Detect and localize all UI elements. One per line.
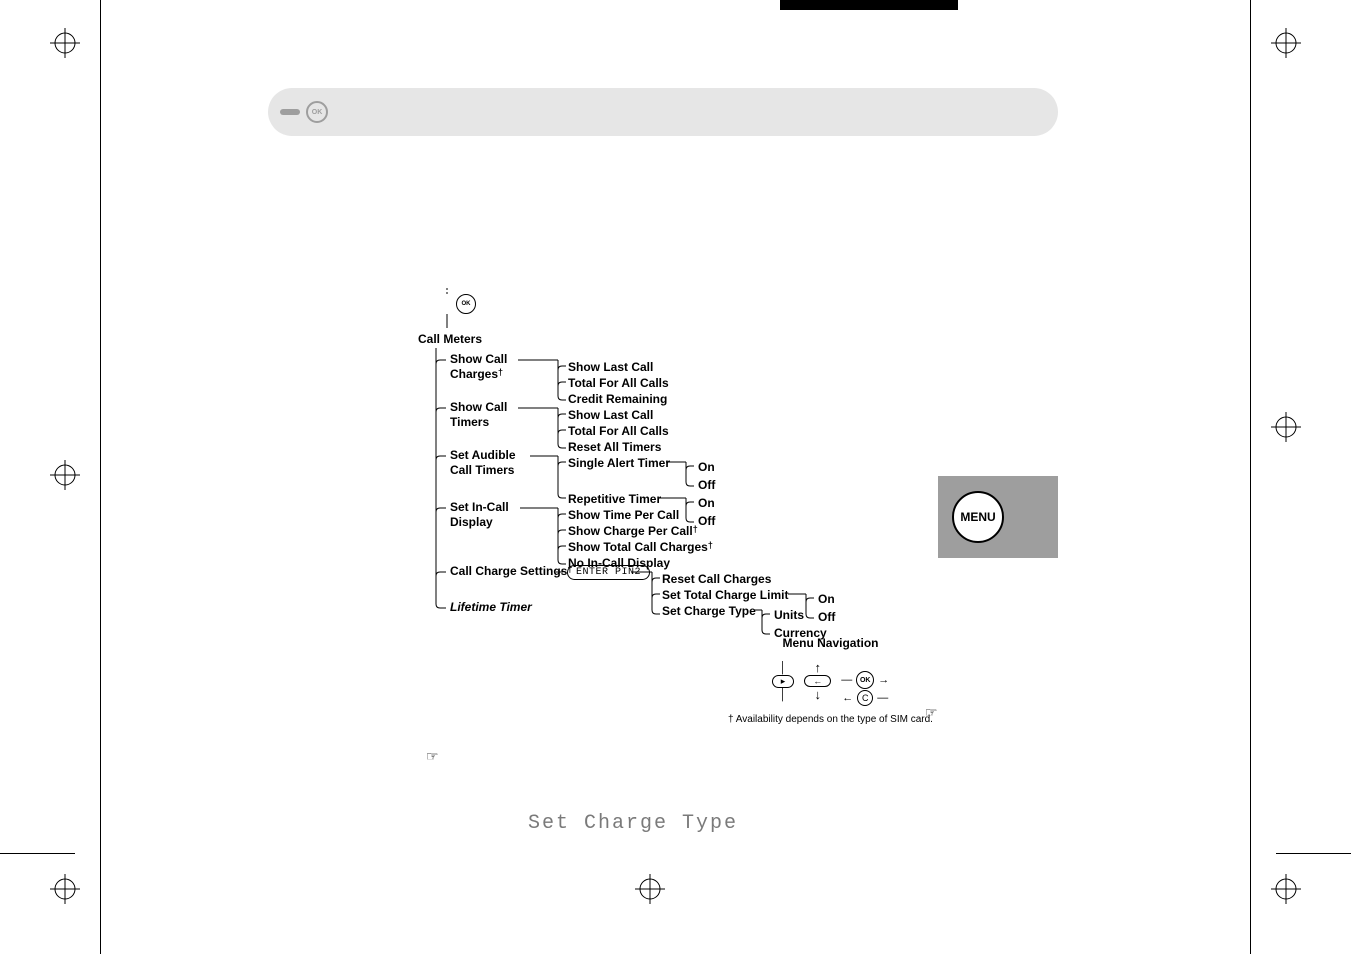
registration-mark-icon <box>635 874 665 904</box>
tree-node: Set In-Call Display <box>450 500 509 530</box>
nav-key-scroll: │ ▸ │ <box>772 662 795 701</box>
breadcrumb: OK MENU <box>268 88 1058 136</box>
tree-leaf: Reset All Timers <box>568 440 661 455</box>
tree-leaf: Show Last Call <box>568 408 653 423</box>
tree-node: Set Audible Call Timers <box>450 448 516 478</box>
tree-leaf: Reset Call Charges <box>662 572 771 587</box>
registration-mark-icon <box>1271 412 1301 442</box>
tree-leaf: No In-Call Display <box>568 556 670 571</box>
tree-leaf: Single Alert Timer <box>568 456 670 471</box>
tree-node: Show Call Timers <box>450 400 507 430</box>
nav-title: Menu Navigation <box>728 636 933 650</box>
tree-node: Show Call Charges† <box>450 352 507 382</box>
tree-leaf: Show Time Per Call <box>568 508 679 523</box>
tree-leaf: On <box>818 592 835 607</box>
tree-node: Lifetime Timer <box>450 600 532 615</box>
trim-line <box>1250 0 1251 954</box>
tree-leaf: Units <box>774 608 804 623</box>
menu-tree-diagram: OK Call Meters Show Call Charges† Show C… <box>418 288 1018 648</box>
tree-leaf: Set Total Charge Limit <box>662 588 788 603</box>
tree-leaf: Off <box>698 478 715 493</box>
registration-mark-icon <box>50 874 80 904</box>
trim-line <box>0 853 75 854</box>
nav-key-ok: —OK→ ←C— <box>841 656 889 706</box>
hand-pointer-icon: ☞ <box>925 704 938 721</box>
tree-leaf: Off <box>818 610 835 625</box>
redaction-bar <box>780 0 958 10</box>
tree-leaf: Total For All Calls <box>568 376 669 391</box>
registration-mark-icon <box>1271 874 1301 904</box>
ok-icon: OK <box>456 294 476 314</box>
breadcrumb-connector <box>280 109 300 115</box>
trim-line <box>100 0 101 954</box>
tree-leaf: Credit Remaining <box>568 392 667 407</box>
tree-leaf: Show Total Call Charges† <box>568 540 713 555</box>
tree-leaf: Repetitive Timer <box>568 492 661 507</box>
tree-leaf: Total For All Calls <box>568 424 669 439</box>
footnote: † Availability depends on the type of SI… <box>728 714 933 725</box>
hand-pointer-icon: ☞ <box>426 748 439 765</box>
lcd-sample-text: Set Charge Type <box>528 812 738 835</box>
ok-icon: OK <box>306 101 328 123</box>
tree-leaf: Show Last Call <box>568 360 653 375</box>
registration-mark-icon <box>50 460 80 490</box>
tree-leaf: Off <box>698 514 715 529</box>
tree-leaf: Set Charge Type <box>662 604 756 619</box>
tree-leaf: Show Charge Per Call† <box>568 524 698 539</box>
tree-node: Call Charge Settings† <box>450 564 572 579</box>
menu-navigation-legend: Menu Navigation │ ▸ │ ↑ ← ↓ —OK→ ←C— † A… <box>728 636 933 725</box>
trim-line <box>1276 853 1351 854</box>
nav-key-arrows: ↑ ← ↓ <box>804 661 831 701</box>
tree-leaf: On <box>698 496 715 511</box>
registration-mark-icon <box>1271 28 1301 58</box>
tree-leaf: On <box>698 460 715 475</box>
registration-mark-icon <box>50 28 80 58</box>
tree-root-label: Call Meters <box>418 332 482 347</box>
